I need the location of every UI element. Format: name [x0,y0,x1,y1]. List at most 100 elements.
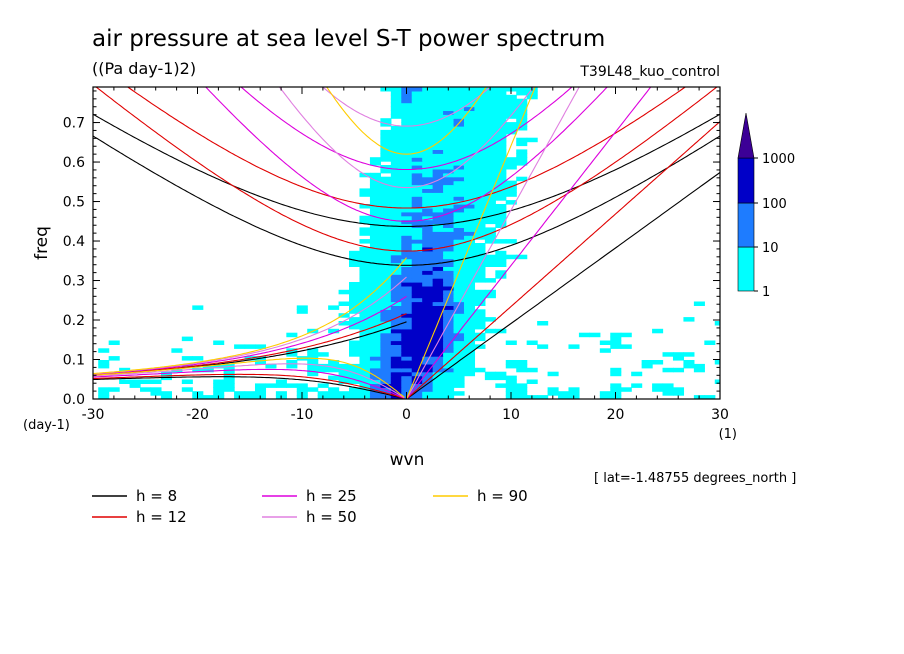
heatmap-cell [495,207,507,213]
heatmap-cell [453,87,465,92]
heatmap-cell [443,243,455,248]
heatmap-cell [422,145,434,150]
heatmap-cell [296,383,308,388]
heatmap-cell [369,246,381,252]
heatmap-cell [349,317,361,322]
heatmap-cell [349,301,361,306]
heatmap-cell [286,363,298,369]
heatmap-cell [474,129,486,135]
heatmap-cell [474,192,486,197]
heatmap-cell [422,180,434,186]
heatmap-cell [422,114,434,119]
heatmap-cell [401,227,413,232]
heatmap-cell [432,102,444,108]
heatmap-cell [422,297,434,303]
heatmap-cell [495,94,507,100]
heatmap-cell [443,289,455,295]
heatmap-cell [495,157,507,162]
heatmap-cell [380,266,392,271]
heatmap-cell [474,309,486,314]
heatmap-cell [495,254,507,260]
heatmap-cell [495,161,507,166]
heatmap-cell [505,192,517,197]
heatmap-cell [505,340,517,345]
heatmap-cell [463,231,476,236]
heatmap-cell [516,391,528,396]
heatmap-cell [422,129,434,135]
heatmap-cell [443,137,455,143]
heatmap-cell [474,278,486,283]
heatmap-cell [453,94,465,100]
heatmap-cell [369,363,381,369]
heatmap-cell [453,196,465,201]
heatmap-cell [390,328,402,334]
heatmap-cell [411,328,423,334]
heatmap-cell [453,336,465,342]
heatmap-cell [234,391,246,396]
heatmap-cell [380,371,392,377]
heatmap-cell [474,204,486,209]
x-tick-label: 30 [711,407,729,423]
heatmap-cell [213,379,225,384]
heatmap-cell [495,375,507,381]
heatmap-cell [432,363,444,369]
heatmap-cell [484,180,496,186]
heatmap-cell [411,391,423,396]
heatmap-cell [369,227,381,232]
heatmap-cell [411,231,423,236]
heatmap-cell [453,375,465,381]
heatmap-cell [432,161,444,166]
heatmap-cell [443,188,455,193]
heatmap-cell [453,344,465,349]
heatmap-cell [369,289,381,295]
heatmap-cell [390,243,402,248]
heatmap-cell [443,129,455,135]
y-tick-label: 0.4 [63,234,85,250]
heatmap-cell [495,204,507,209]
heatmap-cell [359,321,371,326]
heatmap-cell [463,313,476,318]
heatmap-cell [411,172,423,178]
heatmap-cell [390,176,402,182]
heatmap-cell [474,90,486,96]
plot-axes: -30 -20 -10 0 10 20 30 0.0 0.1 0.2 0.3 0.4 0.5 0.6 0.7 [63,86,729,423]
heatmap-cell [411,313,423,318]
heatmap-cell [369,278,381,283]
heatmap-cell [463,289,476,295]
legend-label: h = 90 [477,487,528,505]
heatmap-cell [380,313,392,318]
colorbar-label: 100 [762,197,787,212]
heatmap-cell [422,289,434,295]
heatmap-cell [369,371,381,377]
heatmap-cell [453,223,465,228]
heatmap-cell [422,360,434,365]
heatmap-cell [474,270,486,275]
heatmap-cell [463,348,476,353]
heatmap-cell [484,172,496,178]
heatmap-cell [359,328,371,334]
kelvin-curve [406,172,720,399]
y-unit-label: (day-1) [23,418,70,433]
heatmap-cell [349,367,361,373]
heatmap-cell [401,168,413,174]
heatmap-cell [463,356,476,361]
heatmap-cell [432,219,444,225]
heatmap-cell [254,387,267,392]
heatmap-cell [359,188,371,193]
heatmap-cell [422,266,434,271]
heatmap-cell [296,387,308,392]
heatmap-cell [484,239,496,244]
heatmap-cell [495,114,507,119]
spectrum-heatmap [98,87,720,399]
heatmap-cell [526,137,538,143]
heatmap-cell [359,192,371,197]
y-tick-label: 0.0 [63,392,85,408]
heatmap-cell [558,391,570,396]
heatmap-cell [369,360,381,365]
heatmap-cell [338,379,350,384]
heatmap-cell [349,262,361,267]
heatmap-cell [516,161,528,166]
heatmap-cell [432,149,444,154]
heatmap-cell [432,344,444,349]
heatmap-cell [443,133,455,139]
